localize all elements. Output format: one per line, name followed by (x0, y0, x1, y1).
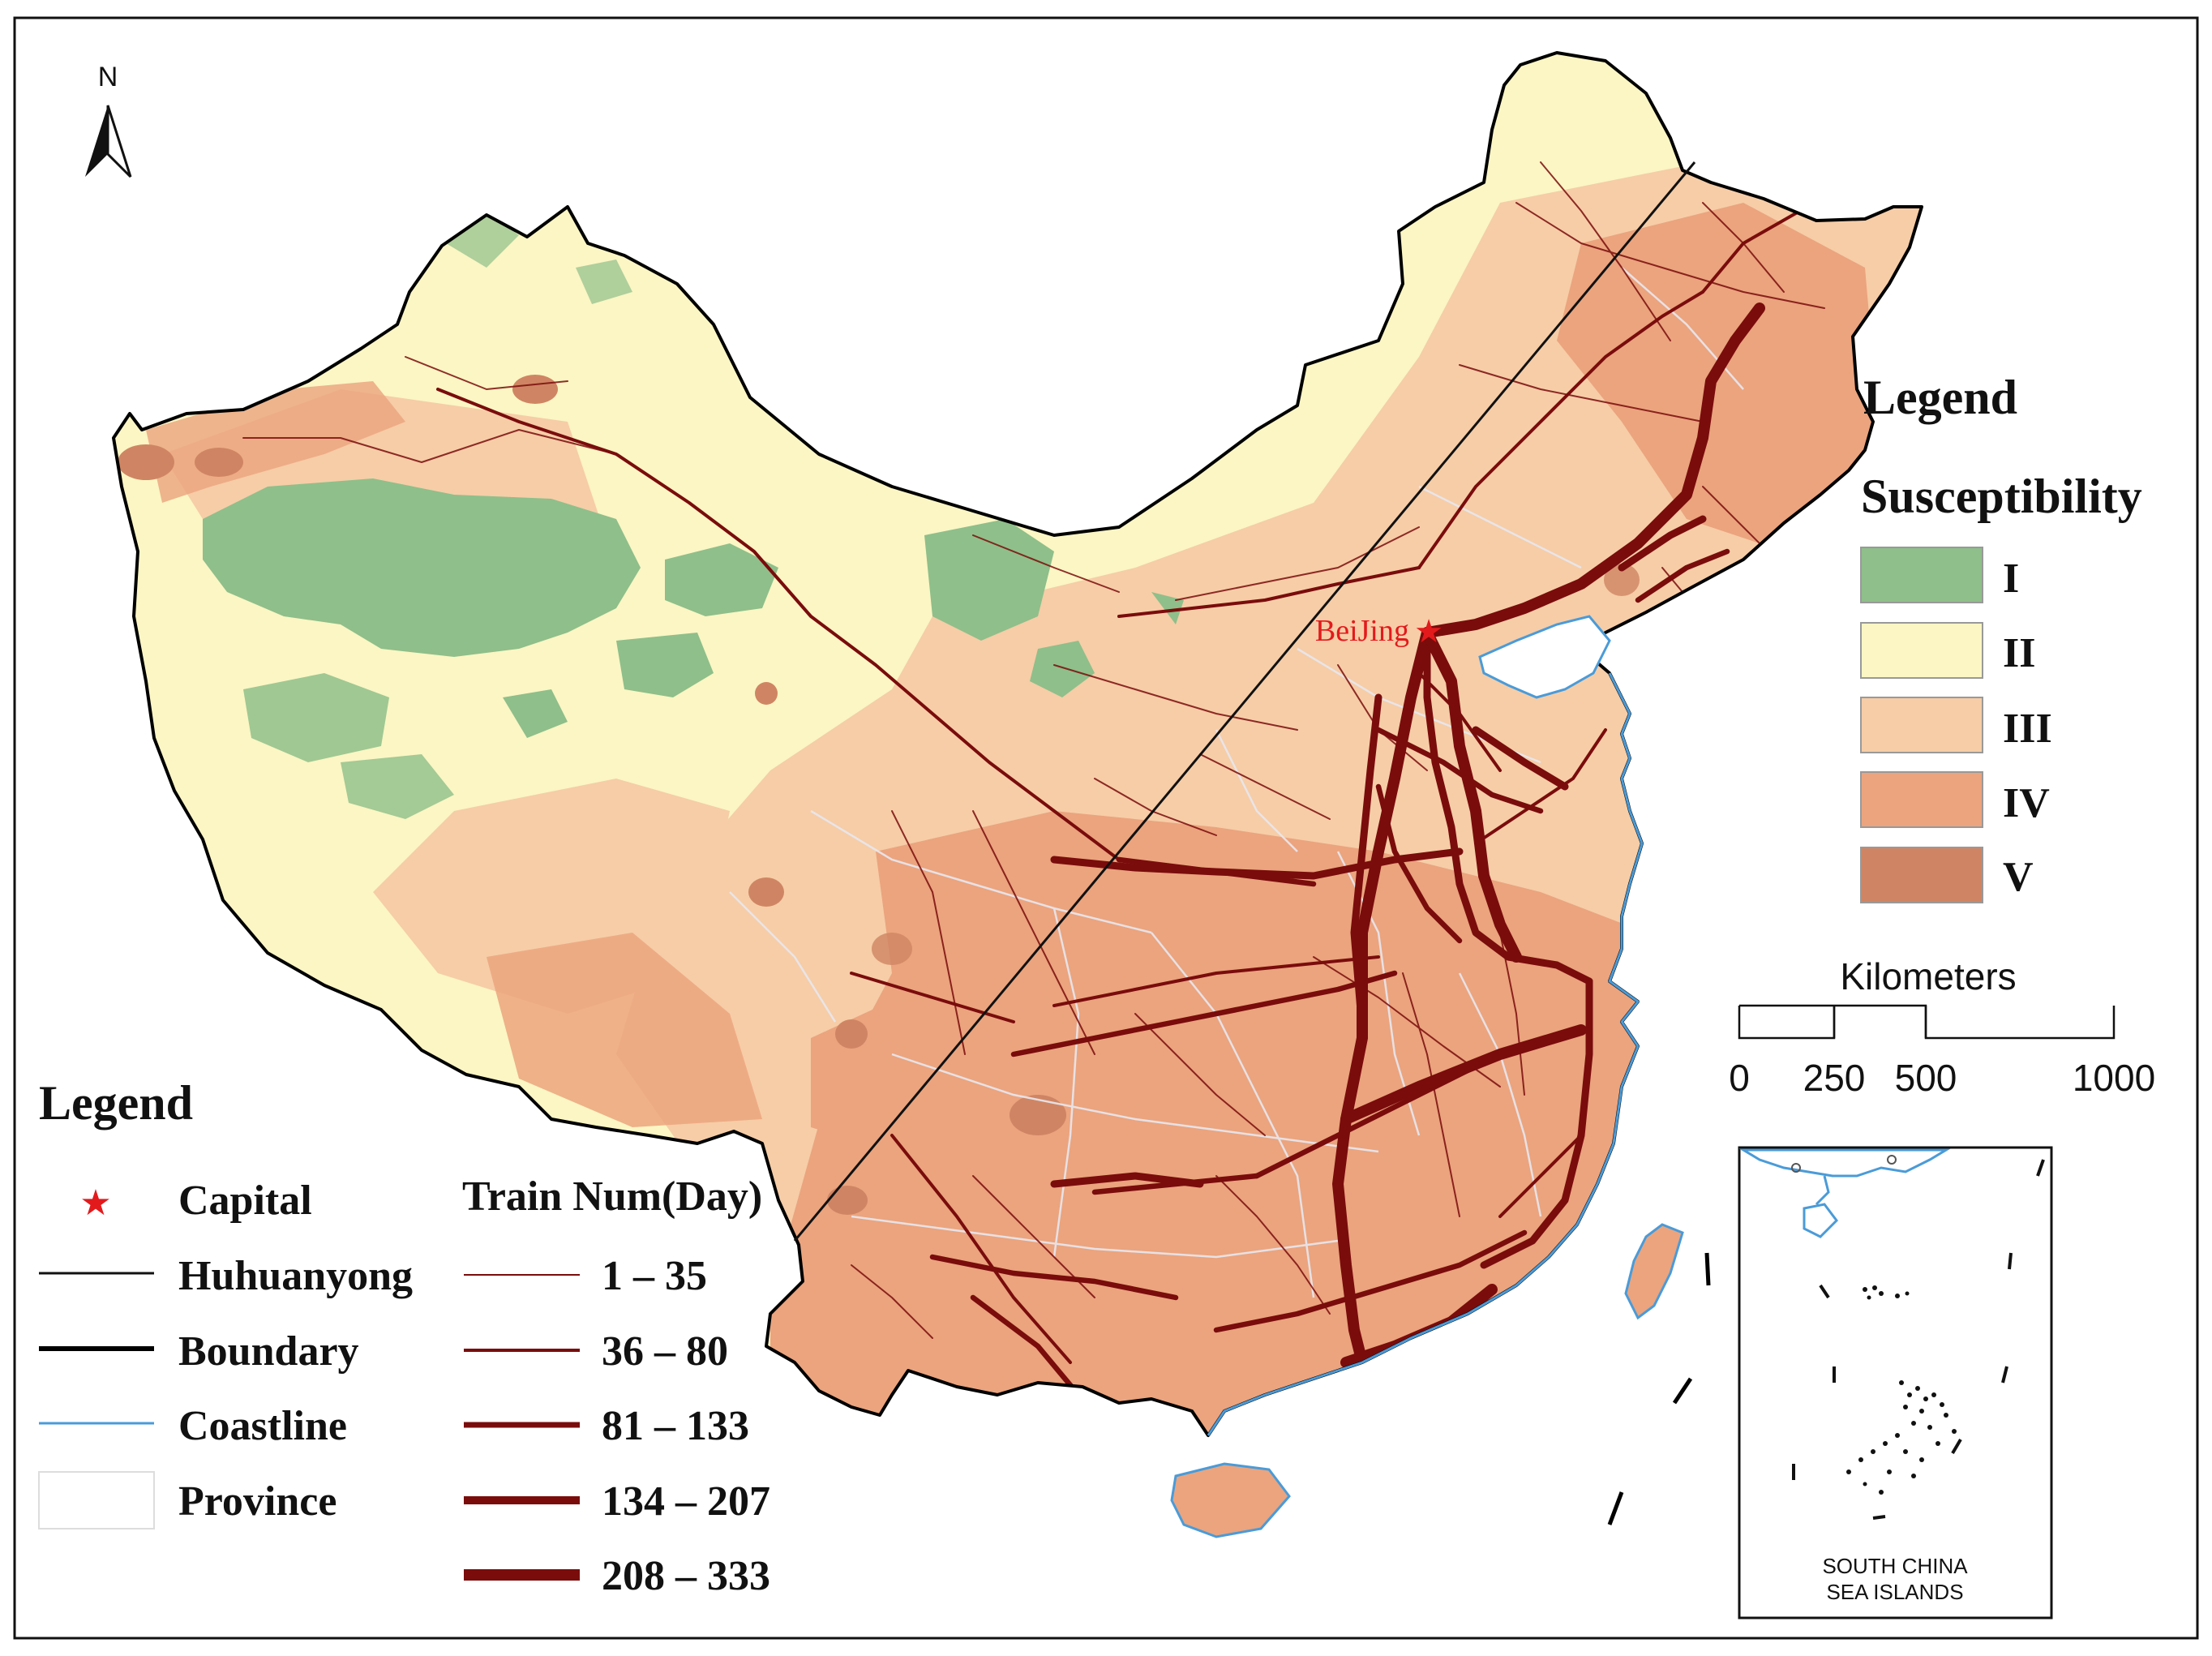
coastline (1207, 672, 1644, 1436)
train-class-5-label: 208 – 333 (602, 1553, 770, 1599)
susceptibility-label-3: III (2003, 706, 2052, 752)
capital-marker: ★ BeiJing (1315, 613, 1443, 650)
susceptibility-swatch-4 (1860, 771, 1983, 828)
capital-legend-icon: ★ (79, 1183, 111, 1223)
capital-label: BeiJing (1315, 614, 1409, 648)
susceptibility-label-5: V (2003, 854, 2034, 900)
north-arrow: N (85, 62, 132, 178)
susceptibility-swatch-2 (1860, 622, 1983, 679)
north-arrow-icon (85, 105, 108, 177)
legend-coastline-label: Coastline (178, 1403, 347, 1449)
train-class-2-label: 36 – 80 (602, 1328, 728, 1375)
susceptibility-label-1: I (2003, 556, 2019, 602)
legend-left: Legend ★ Capital Huhuanyong Boundary Coa… (38, 1076, 770, 1599)
bohai-sea (1478, 615, 1611, 699)
scale-tick-500: 500 (1895, 1057, 1957, 1099)
legend-province-label: Province (178, 1478, 337, 1525)
legend-huhuanyong-label: Huhuanyong (178, 1253, 413, 1299)
south-china-sea-inset: SOUTH CHINA SEA ISLANDS (1738, 1146, 2053, 1620)
train-legend-title: Train Num(Day) (462, 1173, 762, 1220)
huhuanyong-line (793, 161, 1696, 1242)
legend-boundary-label: Boundary (178, 1328, 359, 1375)
inset-caption-line1: SOUTH CHINA (1822, 1554, 1968, 1578)
susceptibility-label-2: II (2003, 630, 2035, 676)
train-class-1-label: 1 – 35 (602, 1253, 707, 1299)
scale-tick-1000: 1000 (2073, 1057, 2155, 1099)
scale-bar-unit: Kilometers (1840, 955, 2016, 997)
north-arrow-label: N (98, 62, 118, 92)
train-class-4-label: 134 – 207 (602, 1478, 770, 1525)
province-legend-box (38, 1471, 155, 1529)
figure-frame (13, 16, 2199, 1640)
legend-left-title: Legend (39, 1076, 193, 1130)
train-class-3-label: 81 – 133 (602, 1403, 749, 1449)
scale-bar: Kilometers 0 250 500 1000 (1729, 955, 2155, 1099)
capital-star-icon: ★ (1414, 613, 1443, 650)
rail-network (242, 161, 1825, 1398)
scale-tick-0: 0 (1729, 1057, 1750, 1099)
legend-right-title: Legend (1863, 371, 2017, 424)
inset-caption-line2: SEA ISLANDS (1826, 1580, 1963, 1604)
nine-dash-line (1607, 1252, 1711, 1525)
scale-tick-250: 250 (1803, 1057, 1866, 1099)
susceptibility-label-4: IV (2003, 780, 2050, 826)
legend-right: Legend Susceptibility I II III IV V (1860, 371, 2142, 903)
susceptibility-title: Susceptibility (1861, 470, 2142, 523)
susceptibility-swatch-3 (1860, 697, 1983, 753)
susceptibility-swatch-5 (1860, 847, 1983, 903)
susceptibility-swatch-1 (1860, 547, 1983, 603)
hainan-island (1170, 1462, 1291, 1538)
taiwan-island (1624, 1223, 1684, 1320)
legend-capital-label: Capital (178, 1178, 312, 1224)
